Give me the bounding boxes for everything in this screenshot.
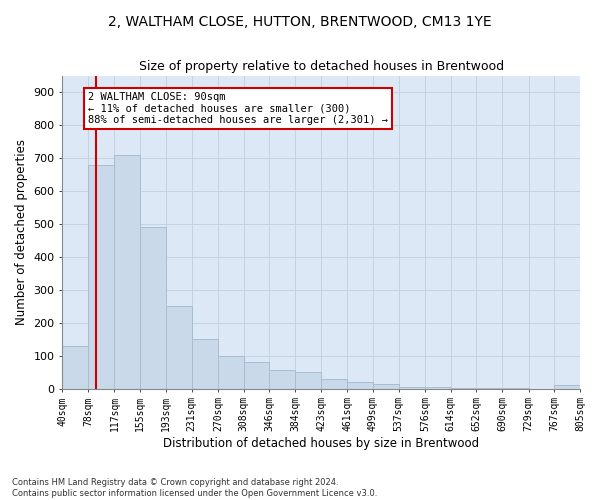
Bar: [62, 346, 88, 389]
Text: 2, WALTHAM CLOSE, HUTTON, BRENTWOOD, CM13 1YE: 2, WALTHAM CLOSE, HUTTON, BRENTWOOD, CM1…: [108, 15, 492, 29]
Bar: [269, 370, 295, 388]
Bar: [295, 372, 322, 388]
Bar: [322, 378, 347, 388]
Bar: [347, 382, 373, 388]
Bar: [398, 387, 425, 388]
Bar: [140, 227, 166, 388]
Bar: [425, 387, 451, 388]
Bar: [244, 362, 269, 388]
Text: 2 WALTHAM CLOSE: 90sqm
← 11% of detached houses are smaller (300)
88% of semi-de: 2 WALTHAM CLOSE: 90sqm ← 11% of detached…: [88, 92, 388, 125]
Bar: [88, 164, 115, 388]
Bar: [191, 339, 218, 388]
Bar: [115, 154, 140, 388]
Bar: [218, 356, 244, 388]
Bar: [554, 384, 580, 388]
Y-axis label: Number of detached properties: Number of detached properties: [15, 139, 28, 325]
Bar: [373, 384, 398, 388]
Text: Contains HM Land Registry data © Crown copyright and database right 2024.
Contai: Contains HM Land Registry data © Crown c…: [12, 478, 377, 498]
Bar: [166, 306, 191, 388]
Title: Size of property relative to detached houses in Brentwood: Size of property relative to detached ho…: [139, 60, 504, 73]
X-axis label: Distribution of detached houses by size in Brentwood: Distribution of detached houses by size …: [163, 437, 479, 450]
